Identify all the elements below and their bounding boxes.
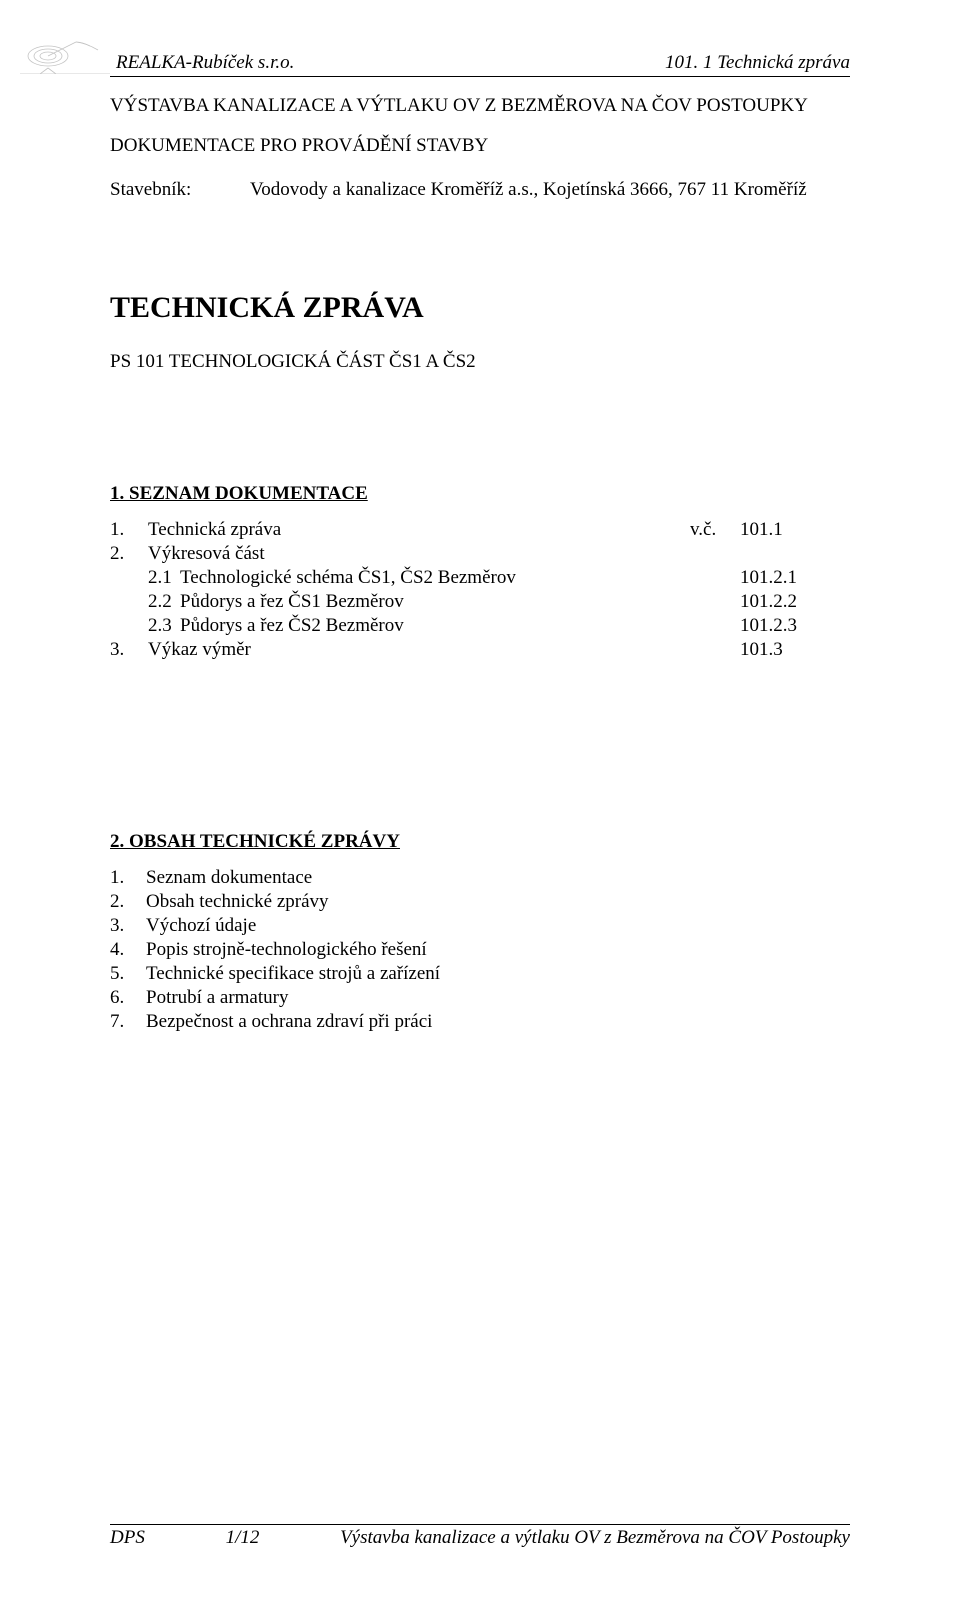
doc-code: 101.1 — [740, 519, 850, 541]
doc-label: Výkaz výměr — [148, 639, 690, 661]
doc-subnum: 2.1 — [110, 567, 180, 589]
section-1-heading: 1. SEZNAM DOKUMENTACE — [110, 483, 850, 505]
report-title: TECHNICKÁ ZPRÁVA — [110, 291, 850, 325]
doc-subnum: 2.3 — [110, 615, 180, 637]
contents-num: 1. — [110, 867, 146, 889]
contents-text: Seznam dokumentace — [146, 867, 850, 889]
page-header: REALKA-Rubíček s.r.o. 101. 1 Technická z… — [110, 40, 850, 74]
document-list-row: 1.Technická zprávav.č.101.1 — [110, 519, 850, 541]
doc-label: Technická zpráva — [148, 519, 690, 541]
contents-list-row: 6.Potrubí a armatury — [110, 987, 850, 1009]
contents-num: 4. — [110, 939, 146, 961]
contents-list-row: 2.Obsah technické zprávy — [110, 891, 850, 913]
contents-text: Technické specifikace strojů a zařízení — [146, 963, 850, 985]
contents-list-row: 5.Technické specifikace strojů a zařízen… — [110, 963, 850, 985]
doc-label: Výkresová část — [148, 543, 740, 565]
doc-code: 101.3 — [740, 639, 850, 661]
doc-code-prefix: v.č. — [690, 519, 740, 541]
doc-label: Technologické schéma ČS1, ČS2 Bezměrov — [180, 567, 690, 589]
contents-text: Popis strojně-technologického řešení — [146, 939, 850, 961]
project-subtitle: DOKUMENTACE PRO PROVÁDĚNÍ STAVBY — [110, 135, 850, 157]
doc-label: Půdorys a řez ČS1 Bezměrov — [180, 591, 690, 613]
doc-label: Půdorys a řez ČS2 Bezměrov — [180, 615, 690, 637]
doc-code: 101.2.1 — [740, 567, 850, 589]
contents-num: 7. — [110, 1011, 146, 1033]
document-list-row: 2.3Půdorys a řez ČS2 Bezměrov 101.2.3 — [110, 615, 850, 637]
doc-num: 1. — [110, 519, 148, 541]
doc-code — [740, 543, 850, 565]
document-list-row: 2.Výkresová část — [110, 543, 850, 565]
contents-list-row: 3.Výchozí údaje — [110, 915, 850, 937]
builder-label: Stavebník: — [110, 179, 250, 201]
contents-list-row: 1.Seznam dokumentace — [110, 867, 850, 889]
project-title: VÝSTAVBA KANALIZACE A VÝTLAKU OV Z BEZMĚ… — [110, 95, 850, 117]
document-list-row: 2.2Půdorys a řez ČS1 Bezměrov 101.2.2 — [110, 591, 850, 613]
doc-num: 3. — [110, 639, 148, 661]
doc-num: 2. — [110, 543, 148, 565]
footer-left: DPS — [110, 1527, 145, 1549]
contents-num: 2. — [110, 891, 146, 913]
contents-list-row: 7.Bezpečnost a ochrana zdraví při práci — [110, 1011, 850, 1033]
document-list-row: 2.1Technologické schéma ČS1, ČS2 Bezměro… — [110, 567, 850, 589]
ps-line: PS 101 TECHNOLOGICKÁ ČÁST ČS1 A ČS2 — [110, 351, 850, 373]
builder-row: Stavebník: Vodovody a kanalizace Kroměří… — [110, 179, 850, 201]
doc-code: 101.2.3 — [740, 615, 850, 637]
contents-text: Bezpečnost a ochrana zdraví při práci — [146, 1011, 850, 1033]
section-2-heading: 2. OBSAH TECHNICKÉ ZPRÁVY — [110, 831, 850, 853]
contents-num: 6. — [110, 987, 146, 1009]
document-list: 1.Technická zprávav.č.101.12.Výkresová č… — [110, 519, 850, 661]
footer-divider — [110, 1524, 850, 1525]
builder-value: Vodovody a kanalizace Kroměříž a.s., Koj… — [250, 179, 807, 201]
contents-list: 1.Seznam dokumentace2.Obsah technické zp… — [110, 867, 850, 1033]
header-divider — [110, 76, 850, 77]
contents-text: Výchozí údaje — [146, 915, 850, 937]
header-doc-ref: 101. 1 Technická zpráva — [665, 52, 850, 74]
page-footer: DPS 1/12 Výstavba kanalizace a výtlaku O… — [110, 1524, 850, 1549]
contents-num: 5. — [110, 963, 146, 985]
footer-row: DPS 1/12 Výstavba kanalizace a výtlaku O… — [110, 1527, 850, 1549]
page: REALKA-Rubíček s.r.o. 101. 1 Technická z… — [0, 0, 960, 1597]
header-left: REALKA-Rubíček s.r.o. — [110, 40, 294, 74]
contents-list-row: 4.Popis strojně-technologického řešení — [110, 939, 850, 961]
contents-text: Obsah technické zprávy — [146, 891, 850, 913]
dish-antenna-icon — [20, 40, 110, 74]
document-list-row: 3.Výkaz výměr 101.3 — [110, 639, 850, 661]
contents-num: 3. — [110, 915, 146, 937]
doc-code: 101.2.2 — [740, 591, 850, 613]
footer-page-number: 1/12 — [226, 1527, 260, 1549]
footer-right: Výstavba kanalizace a výtlaku OV z Bezmě… — [340, 1527, 850, 1549]
header-company: REALKA-Rubíček s.r.o. — [116, 52, 294, 74]
contents-text: Potrubí a armatury — [146, 987, 850, 1009]
doc-subnum: 2.2 — [110, 591, 180, 613]
